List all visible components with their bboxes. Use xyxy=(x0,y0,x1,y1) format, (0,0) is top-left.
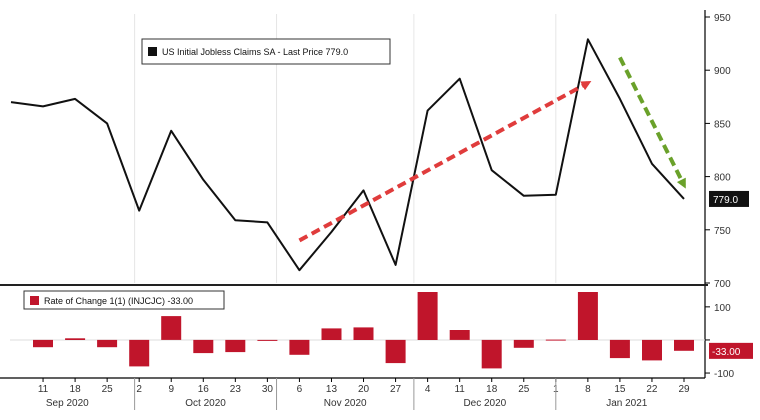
y-tick-label: -100 xyxy=(714,369,734,380)
upper-legend-box xyxy=(141,38,391,65)
x-tick-label: 23 xyxy=(230,384,242,395)
lower-legend-label: Rate of Change 1(1) (INJCJC) -33.00 xyxy=(44,296,193,306)
lower-last-value-bg xyxy=(709,342,753,359)
rate-of-change-bar xyxy=(225,339,246,353)
rate-of-change-bar xyxy=(321,328,342,340)
y-tick-label: 950 xyxy=(714,13,731,24)
rate-of-change-bar xyxy=(97,339,118,348)
rate-of-change-bar xyxy=(449,330,470,340)
y-tick-label: 100 xyxy=(714,303,731,314)
rate-of-change-bar xyxy=(545,339,566,341)
x-tick-label: 22 xyxy=(646,384,658,395)
x-tick-label: 29 xyxy=(678,384,690,395)
rate-of-change-bar xyxy=(674,339,694,351)
y-tick-label: 750 xyxy=(714,226,731,237)
rate-of-change-bar xyxy=(513,339,534,348)
x-tick-label: 9 xyxy=(168,384,174,395)
rate-of-change-bar xyxy=(577,292,598,340)
lower-legend: Rate of Change 1(1) (INJCJC) -33.00 xyxy=(23,290,225,310)
x-tick-label: 27 xyxy=(390,384,402,395)
rate-of-change-bar xyxy=(417,292,438,340)
x-tick-label: 16 xyxy=(198,384,210,395)
upper-last-value-bg xyxy=(709,190,749,207)
upper-last-value: 779.0 xyxy=(713,195,738,206)
x-month-label: Jan 2021 xyxy=(606,398,648,409)
rate-of-change-bar xyxy=(129,339,150,367)
x-tick-label: 18 xyxy=(70,384,82,395)
rate-of-change-bar xyxy=(642,339,662,361)
lower-legend-box xyxy=(23,290,225,310)
upper-last-value-tag: 779.0 xyxy=(709,190,749,207)
falling-trend-arrow xyxy=(618,56,686,189)
rate-of-change-bar xyxy=(65,338,86,340)
x-tick-label: 8 xyxy=(585,384,591,395)
rate-of-change-bar xyxy=(353,327,374,340)
rate-of-change-bar xyxy=(193,339,214,354)
x-tick-label: 2 xyxy=(136,384,142,395)
rate-of-change-bar xyxy=(385,339,406,364)
y-tick-label: 850 xyxy=(714,119,731,130)
rate-of-change-bar xyxy=(289,339,310,355)
x-tick-label: 4 xyxy=(425,384,431,395)
lower-last-value-tag: -33.00 xyxy=(709,342,753,359)
upper-legend-label: US Initial Jobless Claims SA - Last Pric… xyxy=(162,47,348,57)
x-month-label: Oct 2020 xyxy=(185,398,226,409)
rate-of-change-bar xyxy=(609,339,630,359)
x-tick-label: 11 xyxy=(38,384,49,395)
rate-of-change-bar xyxy=(481,339,502,369)
x-tick-label: 11 xyxy=(454,384,465,395)
lower-last-value: -33.00 xyxy=(712,347,741,358)
jobless-claims-line xyxy=(10,38,685,272)
y-tick-label: 900 xyxy=(714,66,731,77)
y-tick-label: 800 xyxy=(714,173,731,184)
upper-legend-swatch xyxy=(148,47,157,56)
rate-of-change-bar xyxy=(161,316,182,340)
x-tick-label: 18 xyxy=(486,384,498,395)
rising-trend-arrow xyxy=(298,81,592,243)
x-tick-label: 30 xyxy=(262,384,274,395)
rate-of-change-bar xyxy=(257,339,278,341)
x-tick-label: 20 xyxy=(358,384,370,395)
x-tick-label: 6 xyxy=(297,384,303,395)
lower-legend-swatch xyxy=(30,296,39,305)
x-tick-label: 25 xyxy=(518,384,530,395)
x-tick-label: 15 xyxy=(614,384,626,395)
x-month-label: Dec 2020 xyxy=(463,398,506,409)
x-tick-label: 13 xyxy=(326,384,338,395)
x-month-label: Sep 2020 xyxy=(46,398,89,409)
upper-legend: US Initial Jobless Claims SA - Last Pric… xyxy=(141,38,391,65)
x-month-label: Nov 2020 xyxy=(324,398,367,409)
rate-of-change-bar xyxy=(33,339,53,348)
x-tick-label: 25 xyxy=(102,384,114,395)
y-tick-label: 700 xyxy=(714,279,731,290)
